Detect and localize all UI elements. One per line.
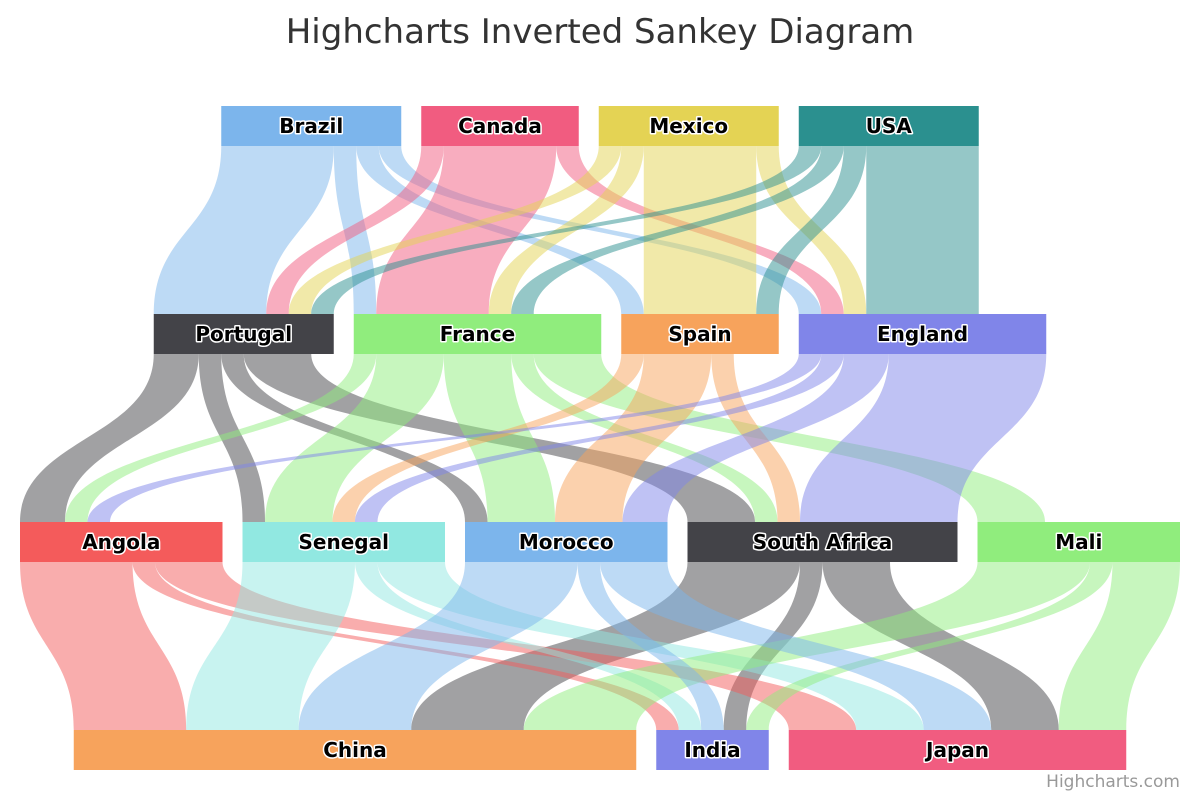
link-morocco-to-china[interactable]	[298, 562, 578, 730]
node-label-angola: Angola	[82, 530, 160, 554]
node-england[interactable]	[798, 314, 1047, 354]
node-label-morocco: Morocco	[519, 530, 614, 554]
node-mali[interactable]	[977, 522, 1181, 562]
node-france[interactable]	[353, 314, 602, 354]
link-senegal-to-india[interactable]	[355, 562, 702, 730]
link-usa-to-spain[interactable]	[756, 146, 867, 314]
link-mexico-to-portugal[interactable]	[288, 146, 622, 314]
link-morocco-to-japan[interactable]	[600, 562, 992, 730]
node-label-brazil: Brazil	[279, 114, 343, 138]
sankey-links	[20, 146, 1180, 730]
node-morocco[interactable]	[465, 522, 668, 562]
node-mexico[interactable]	[598, 106, 779, 146]
node-label-senegal: Senegal	[299, 530, 389, 554]
link-france-to-senegal[interactable]	[265, 354, 444, 522]
link-england-to-south-africa[interactable]	[800, 354, 1047, 522]
node-label-spain: Spain	[668, 322, 731, 346]
highcharts-credit-link[interactable]: Highcharts.com	[1046, 772, 1180, 792]
node-india[interactable]	[656, 730, 769, 770]
link-mali-to-japan[interactable]	[1058, 562, 1180, 730]
node-senegal[interactable]	[242, 522, 446, 562]
link-usa-to-england[interactable]	[866, 146, 979, 314]
node-china[interactable]	[73, 730, 637, 770]
link-angola-to-china[interactable]	[20, 562, 187, 730]
sankey-labels: Brazil Canada Mexico USA Portugal France Spain…	[81, 113, 1104, 764]
node-angola[interactable]	[20, 522, 223, 562]
node-label-usa: USA	[866, 114, 913, 138]
node-japan[interactable]	[788, 730, 1127, 770]
node-label-china: China	[323, 738, 387, 762]
sankey-nodes	[20, 106, 1180, 770]
link-morocco-to-india[interactable]	[577, 562, 724, 730]
node-south-africa[interactable]	[687, 522, 958, 562]
link-angola-to-japan[interactable]	[155, 562, 857, 730]
node-label-south-africa: South Africa	[753, 530, 892, 554]
node-label-canada: Canada	[458, 114, 542, 138]
link-france-to-mali[interactable]	[533, 354, 1045, 522]
link-brazil-to-portugal[interactable]	[153, 146, 334, 314]
node-label-india: India	[684, 738, 740, 762]
node-brazil[interactable]	[221, 106, 402, 146]
chart-title: Highcharts Inverted Sankey Diagram	[285, 12, 915, 52]
node-portugal[interactable]	[153, 314, 334, 354]
link-england-to-morocco[interactable]	[622, 354, 889, 522]
link-brazil-to-england[interactable]	[378, 146, 822, 314]
node-label-mali: Mali	[1055, 530, 1102, 554]
node-label-england: England	[877, 322, 968, 346]
link-usa-to-france[interactable]	[511, 146, 844, 314]
node-label-portugal: Portugal	[195, 322, 292, 346]
link-mali-to-india[interactable]	[746, 562, 1113, 730]
link-usa-to-portugal[interactable]	[311, 146, 822, 314]
node-usa[interactable]	[798, 106, 979, 146]
link-spain-to-senegal[interactable]	[332, 354, 644, 522]
node-label-mexico: Mexico	[649, 114, 728, 138]
node-label-france: France	[440, 322, 515, 346]
node-spain[interactable]	[621, 314, 779, 354]
link-senegal-to-china[interactable]	[186, 562, 355, 730]
link-england-to-senegal[interactable]	[355, 354, 844, 522]
link-spain-to-morocco[interactable]	[555, 354, 712, 522]
link-south-africa-to-china[interactable]	[411, 562, 800, 730]
link-canada-to-portugal[interactable]	[266, 146, 444, 314]
link-mexico-to-spain[interactable]	[643, 146, 757, 314]
link-portugal-to-angola[interactable]	[20, 354, 199, 522]
node-canada[interactable]	[421, 106, 579, 146]
link-france-to-angola[interactable]	[65, 354, 377, 522]
node-label-japan: Japan	[924, 738, 989, 762]
link-england-to-angola[interactable]	[87, 354, 822, 522]
